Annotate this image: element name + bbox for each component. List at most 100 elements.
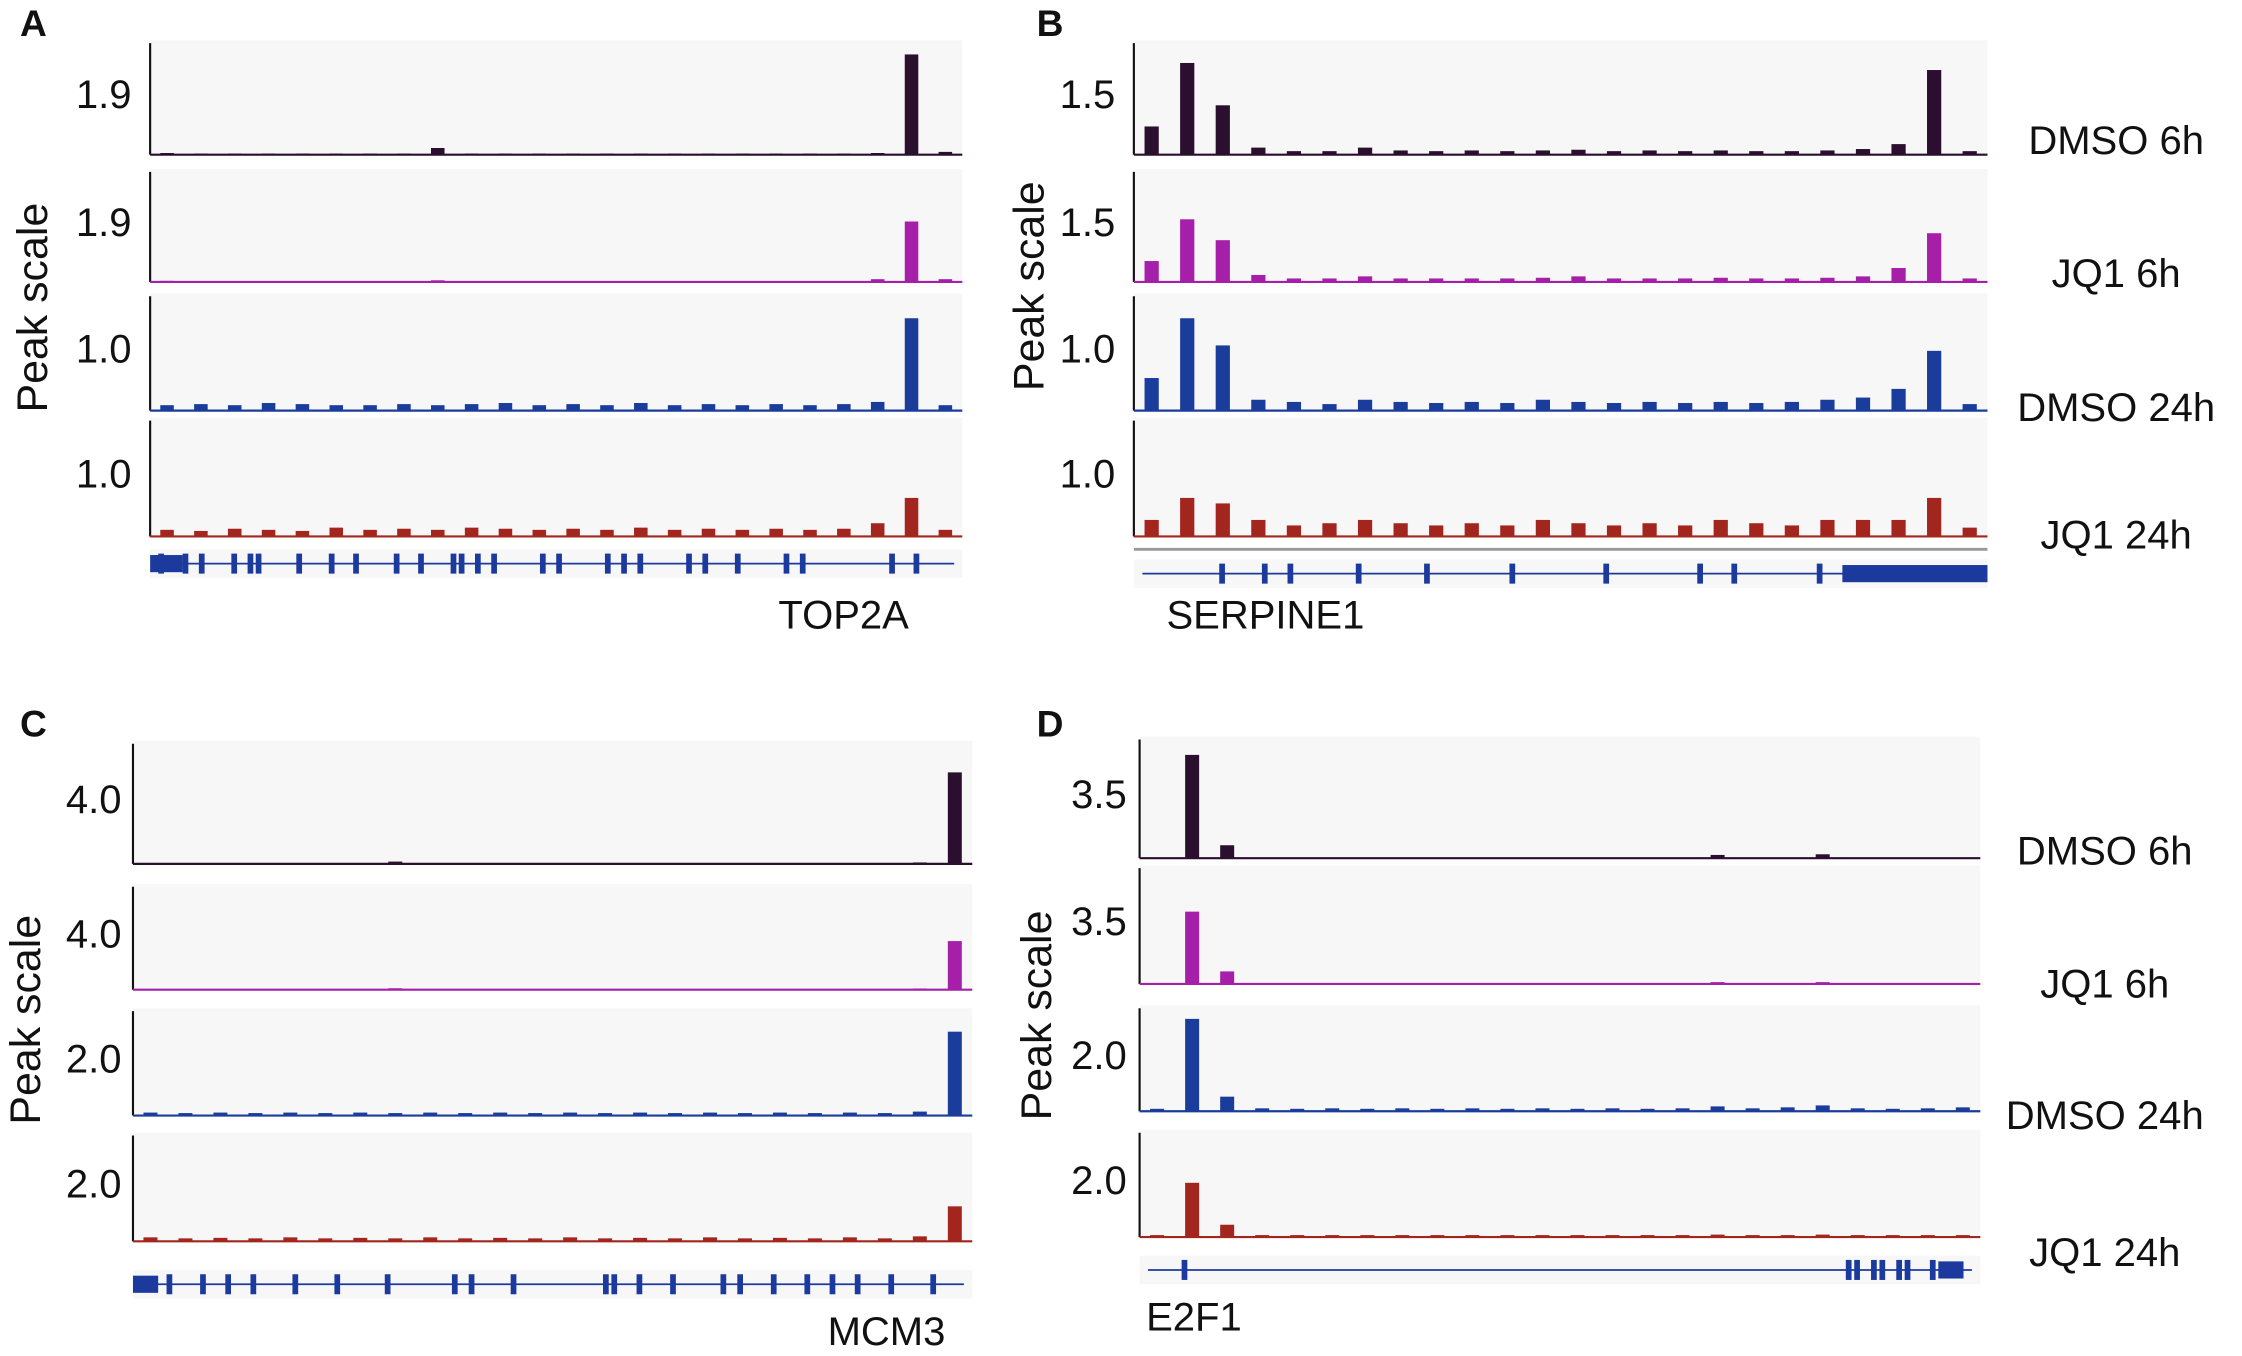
track-background — [132, 1008, 973, 1116]
gene-exon — [636, 1274, 643, 1295]
gene-exon — [1603, 563, 1610, 584]
signal-bar — [248, 1113, 263, 1116]
signal-bar — [1891, 519, 1906, 537]
signal-bar — [423, 1237, 438, 1242]
gene-name: TOP2A — [778, 594, 909, 638]
signal-bar — [803, 405, 817, 411]
track-background — [1139, 1005, 1981, 1112]
signal-bar — [1251, 147, 1266, 155]
track-background — [1133, 168, 1988, 282]
signal-bar — [329, 405, 344, 411]
signal-bar — [1180, 219, 1195, 282]
panel: A Peak scale 1.9 1.9 1.0 1.0 TOP2A — [9, 2, 963, 638]
signal-bar — [1855, 519, 1871, 537]
signal-bar — [1745, 1108, 1760, 1112]
signal-bar — [634, 403, 648, 411]
signal-bar — [1464, 523, 1479, 537]
gene-exon — [458, 553, 465, 574]
signal-bar — [464, 527, 479, 537]
signal-bar — [912, 1111, 927, 1116]
signal-bar — [1962, 527, 1977, 537]
signal-bar — [388, 861, 403, 864]
signal-bar — [1855, 149, 1871, 155]
signal-bar — [1891, 268, 1906, 282]
signal-bar — [598, 1113, 613, 1116]
signal-bar — [1713, 519, 1728, 537]
signal-bar — [295, 404, 310, 411]
scale-label: 1.9 — [76, 73, 132, 117]
signal-bar — [1322, 151, 1337, 155]
signal-bar — [213, 1237, 228, 1242]
signal-bar — [1678, 525, 1693, 537]
signal-bar — [1815, 1105, 1830, 1112]
track-background — [132, 1132, 973, 1242]
signal-bar — [227, 528, 242, 537]
signal-bar — [735, 405, 750, 411]
signal-bar — [1780, 1107, 1795, 1112]
panel: C Peak scale 4.0 4.0 2.0 2.0 MCM3 — [2, 702, 973, 1354]
signal-bar — [600, 529, 614, 537]
signal-bar — [735, 529, 750, 537]
signal-bar — [633, 1237, 648, 1242]
signal-bar — [1465, 1108, 1480, 1112]
signal-bar — [947, 772, 962, 864]
signal-bar — [498, 403, 513, 411]
signal-bar — [837, 528, 851, 537]
track-background — [1139, 736, 1981, 859]
signal-bar — [1678, 151, 1693, 155]
gene-exon — [734, 553, 741, 574]
gene-exon — [510, 1274, 517, 1295]
signal-bar — [703, 1112, 718, 1116]
panel-letter: C — [20, 702, 47, 744]
signal-bar — [870, 523, 885, 537]
signal-bar — [295, 530, 310, 537]
signal-bar — [1464, 401, 1479, 411]
signal-bar — [1713, 277, 1728, 282]
signal-bar — [1820, 150, 1835, 155]
gene-exon — [225, 1274, 232, 1295]
signal-bar — [1500, 151, 1515, 155]
signal-bar — [842, 1237, 857, 1242]
gene-exon — [1896, 1259, 1902, 1280]
gene-exon — [889, 553, 895, 574]
signal-bar — [1962, 151, 1977, 155]
signal-bar — [1927, 70, 1942, 155]
gene-exon — [450, 553, 457, 574]
signal-bar — [737, 1238, 752, 1242]
signal-bar — [1784, 525, 1799, 537]
signal-bar — [1357, 147, 1373, 155]
track-background — [150, 417, 963, 537]
y-axis-label: Peak scale — [1006, 181, 1054, 391]
signal-bar — [1357, 519, 1373, 537]
signal-bar — [1180, 318, 1195, 411]
gene-exon — [1181, 1259, 1188, 1280]
signal-bar — [1642, 278, 1657, 282]
signal-bar — [668, 1238, 683, 1242]
gene-exon — [334, 1274, 341, 1295]
signal-bar — [1606, 151, 1622, 155]
signal-bar — [397, 528, 411, 537]
signal-bar — [353, 1112, 368, 1116]
signal-bar — [1185, 1018, 1200, 1112]
signal-bar — [363, 529, 377, 537]
signal-bar — [667, 529, 682, 537]
signal-bar — [1749, 403, 1764, 411]
signal-bar — [947, 1206, 962, 1242]
signal-bar — [1606, 525, 1622, 537]
signal-bar — [1749, 151, 1764, 155]
signal-bar — [1784, 278, 1799, 282]
signal-bar — [1215, 503, 1230, 537]
track-name: JQ1 6h — [2040, 962, 2169, 1006]
signal-bar — [1500, 525, 1515, 537]
signal-bar — [1286, 525, 1302, 537]
signal-bar — [1640, 1108, 1655, 1112]
signal-bar — [1251, 399, 1266, 411]
gene-exon — [621, 553, 627, 574]
signal-bar — [566, 404, 580, 411]
signal-bar — [803, 529, 817, 537]
gene-exon — [1697, 563, 1703, 584]
signal-bar — [318, 1113, 333, 1116]
signal-bar — [701, 528, 716, 537]
